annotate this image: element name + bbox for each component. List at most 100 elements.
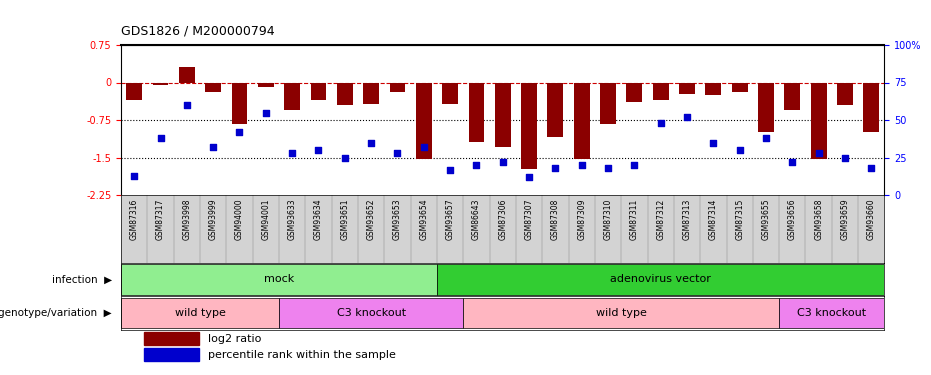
Bar [437, 264, 884, 295]
Point [259, 110, 274, 116]
Point [785, 159, 800, 165]
Bar [337, 82, 353, 105]
Point [732, 147, 747, 153]
Point [180, 102, 195, 108]
Bar [442, 82, 458, 104]
Bar [779, 298, 884, 328]
Text: genotype/variation  ▶: genotype/variation ▶ [0, 308, 112, 318]
Bar [258, 82, 274, 87]
Bar [284, 82, 300, 110]
Bar [144, 332, 199, 345]
Point [311, 147, 326, 153]
Text: GSM87312: GSM87312 [656, 198, 665, 240]
Point [838, 154, 853, 160]
Point [680, 114, 695, 120]
Bar [758, 82, 774, 132]
Point [627, 162, 641, 168]
Point [127, 172, 142, 178]
Text: GSM93998: GSM93998 [182, 198, 192, 240]
Text: adenovirus vector: adenovirus vector [610, 274, 711, 284]
Bar [153, 82, 169, 85]
Text: mock: mock [263, 274, 294, 284]
Text: GSM87314: GSM87314 [708, 198, 718, 240]
Text: percentile rank within the sample: percentile rank within the sample [208, 350, 396, 360]
Bar [416, 82, 432, 159]
Text: infection  ▶: infection ▶ [51, 274, 112, 284]
Point [285, 150, 300, 156]
Bar [205, 82, 221, 92]
Text: GSM86643: GSM86643 [472, 198, 481, 240]
Text: GSM87315: GSM87315 [735, 198, 744, 240]
Bar [464, 298, 779, 328]
Bar [785, 82, 801, 110]
Bar [495, 82, 510, 147]
Point [495, 159, 510, 165]
Text: GSM87307: GSM87307 [524, 198, 533, 240]
Point [337, 154, 352, 160]
Text: GSM93660: GSM93660 [867, 198, 876, 240]
Point [232, 129, 247, 135]
Point [442, 166, 457, 172]
Bar [732, 82, 748, 92]
Text: GSM93999: GSM93999 [209, 198, 218, 240]
Text: GSM87308: GSM87308 [551, 198, 560, 240]
Point [706, 140, 721, 146]
Bar [144, 348, 199, 361]
Point [600, 165, 615, 171]
Point [364, 140, 379, 146]
Bar [232, 82, 248, 123]
Point [574, 162, 589, 168]
Bar [127, 82, 142, 100]
Text: GSM87317: GSM87317 [156, 198, 165, 240]
Bar [627, 82, 642, 102]
Bar [706, 82, 722, 95]
Bar [363, 82, 379, 104]
Bar [311, 82, 327, 100]
Point [153, 135, 168, 141]
Text: GSM87313: GSM87313 [682, 198, 692, 240]
Text: GSM93658: GSM93658 [814, 198, 823, 240]
Point [864, 165, 879, 171]
Bar [179, 66, 195, 82]
Point [469, 162, 484, 168]
Text: GSM87311: GSM87311 [630, 198, 639, 240]
Text: GSM94000: GSM94000 [235, 198, 244, 240]
Text: C3 knockout: C3 knockout [336, 308, 406, 318]
Bar [389, 82, 405, 92]
Text: GSM87306: GSM87306 [498, 198, 507, 240]
Text: GDS1826 / M200000794: GDS1826 / M200000794 [121, 24, 275, 38]
Text: wild type: wild type [596, 308, 647, 318]
Text: GSM93651: GSM93651 [341, 198, 349, 240]
Point [811, 150, 826, 156]
Bar [837, 82, 853, 105]
Text: GSM93652: GSM93652 [367, 198, 375, 240]
Bar [279, 298, 464, 328]
Point [521, 174, 536, 180]
Bar [679, 82, 695, 93]
Text: GSM94001: GSM94001 [262, 198, 270, 240]
Bar [121, 264, 437, 295]
Bar [121, 298, 279, 328]
Point [416, 144, 431, 150]
Text: GSM93633: GSM93633 [288, 198, 297, 240]
Point [548, 165, 563, 171]
Text: GSM93653: GSM93653 [393, 198, 402, 240]
Point [206, 144, 221, 150]
Text: GSM87309: GSM87309 [577, 198, 587, 240]
Text: wild type: wild type [175, 308, 225, 318]
Text: GSM93634: GSM93634 [314, 198, 323, 240]
Bar [573, 82, 589, 159]
Text: C3 knockout: C3 knockout [797, 308, 867, 318]
Text: log2 ratio: log2 ratio [208, 334, 262, 344]
Bar [521, 82, 537, 168]
Text: GSM93656: GSM93656 [788, 198, 797, 240]
Bar [600, 82, 616, 123]
Text: GSM93657: GSM93657 [446, 198, 454, 240]
Point [654, 120, 668, 126]
Bar [468, 82, 484, 141]
Point [390, 150, 405, 156]
Bar [653, 82, 668, 100]
Point [759, 135, 774, 141]
Text: GSM93659: GSM93659 [841, 198, 849, 240]
Bar [811, 82, 827, 159]
